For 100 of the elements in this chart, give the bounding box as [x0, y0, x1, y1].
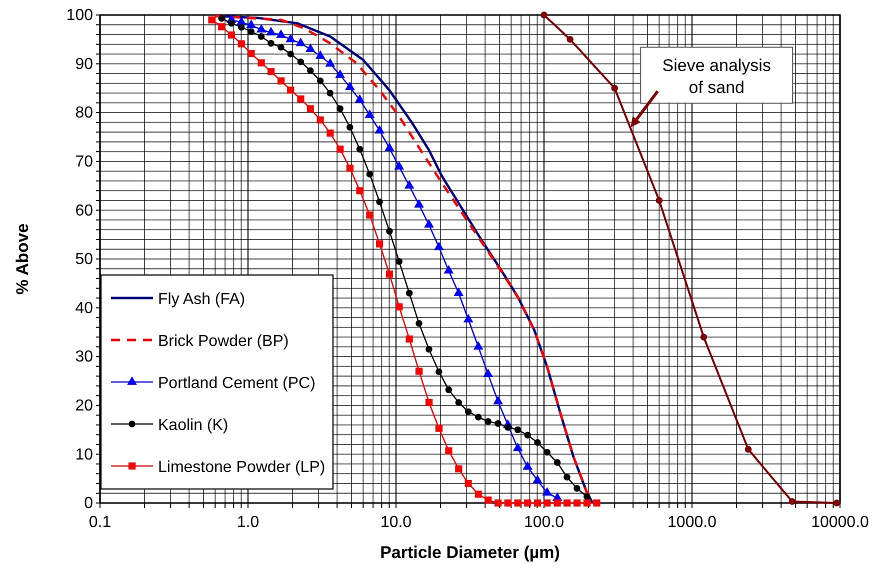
point [554, 459, 561, 466]
point [336, 105, 344, 112]
point [277, 77, 284, 84]
x-tick-label: 0.1 [88, 514, 112, 531]
point [356, 187, 364, 194]
point [532, 474, 542, 484]
point [593, 499, 600, 507]
point [464, 480, 472, 488]
point [425, 398, 432, 406]
point [534, 439, 541, 446]
x-tick-label: 10.0 [380, 514, 412, 531]
y-tick-label: 50 [75, 251, 94, 268]
point [474, 414, 482, 420]
point [218, 23, 226, 30]
point [542, 487, 552, 496]
point [246, 20, 256, 28]
point [445, 386, 452, 394]
point [563, 499, 571, 507]
y-axis-title: % Above [13, 223, 32, 295]
point [344, 82, 355, 90]
x-tick-label: 1000.0 [668, 514, 717, 531]
point [268, 40, 274, 47]
point [315, 50, 326, 59]
point [455, 465, 462, 472]
point [346, 124, 354, 131]
point [424, 219, 434, 228]
point [228, 20, 235, 27]
point [326, 130, 334, 137]
point [248, 28, 255, 35]
point [573, 499, 580, 507]
point [524, 432, 531, 439]
point [404, 180, 414, 189]
point [464, 408, 472, 416]
point [278, 44, 284, 51]
legend-label: Brick Powder (BP) [158, 333, 289, 350]
point [473, 341, 484, 350]
point [307, 67, 314, 74]
y-tick-label: 90 [75, 56, 94, 73]
point [463, 314, 474, 322]
point [416, 320, 422, 327]
point [356, 146, 364, 153]
point [376, 240, 384, 248]
y-tick-label: 60 [75, 202, 94, 220]
point [554, 499, 561, 507]
point [326, 90, 334, 96]
point [335, 69, 346, 78]
legend-label: Limestone Powder (LP) [158, 459, 326, 476]
y-tick-label: 70 [75, 154, 94, 171]
point [208, 16, 216, 24]
point [512, 442, 523, 452]
point [455, 399, 462, 406]
point [426, 346, 432, 353]
point [514, 426, 522, 434]
point [297, 58, 304, 66]
point [574, 484, 580, 492]
point [267, 68, 275, 76]
point [325, 58, 336, 67]
point [266, 26, 276, 36]
point [366, 170, 374, 178]
point [297, 95, 304, 102]
point [258, 33, 265, 40]
point [364, 109, 375, 118]
y-tick-label: 20 [75, 398, 94, 415]
y-tick-label: 30 [75, 348, 94, 366]
point [435, 424, 442, 432]
point [256, 24, 266, 32]
point [354, 94, 365, 103]
point [434, 242, 444, 250]
point [376, 198, 383, 206]
point [445, 447, 452, 454]
point [287, 50, 294, 58]
x-tick-label: 1.0 [236, 514, 260, 531]
y-tick-label: 40 [75, 300, 94, 317]
point [584, 493, 590, 500]
point [483, 368, 494, 378]
y-tick-label: 0 [84, 495, 94, 512]
point [474, 490, 482, 498]
point [493, 396, 503, 404]
point [436, 368, 442, 376]
point [484, 496, 492, 504]
point [494, 420, 502, 427]
point [346, 164, 354, 172]
x-tick-label: 100.0 [524, 514, 564, 531]
point [384, 142, 394, 152]
point [374, 124, 384, 134]
point [394, 161, 404, 170]
point [522, 461, 533, 470]
x-tick-label: 10000.0 [811, 514, 870, 531]
point [415, 368, 423, 375]
point [386, 228, 393, 235]
point [396, 303, 403, 310]
point [306, 105, 314, 112]
legend-label: Fly Ash (FA) [158, 291, 246, 308]
point [296, 38, 306, 46]
y-tick-label: 80 [75, 104, 94, 122]
point [248, 50, 255, 58]
point [316, 116, 324, 124]
point [484, 418, 492, 425]
point [366, 212, 374, 219]
y-tick-label: 100 [66, 7, 94, 24]
